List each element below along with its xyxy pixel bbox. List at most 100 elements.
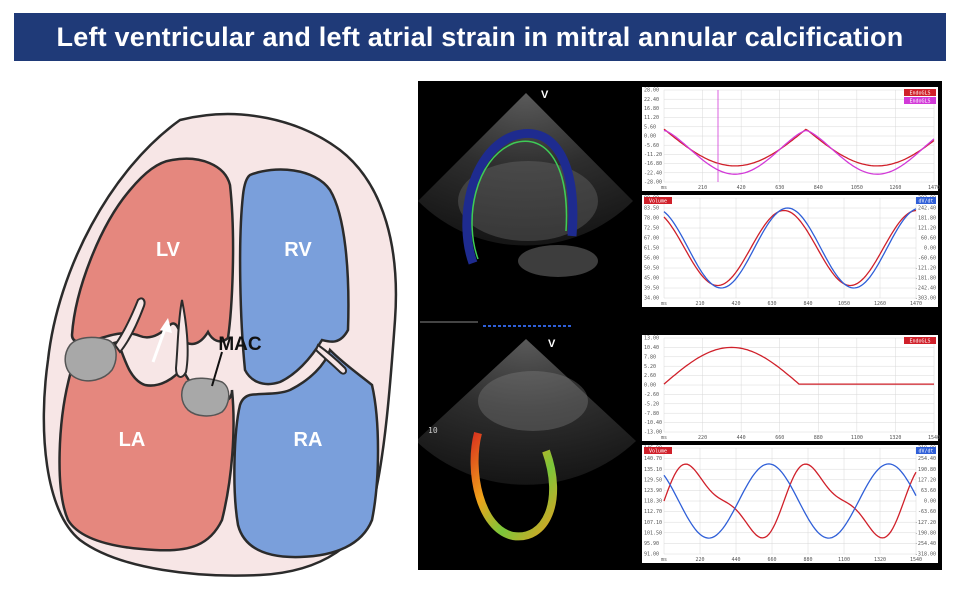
mac-calcification-right xyxy=(181,377,230,417)
echo-scan-divider xyxy=(420,321,573,327)
y-right-tick-label: 0.00 xyxy=(924,246,936,252)
legend-swatch xyxy=(904,97,936,104)
y-right-tick-label: -63.60 xyxy=(918,509,936,515)
x-tick-label: 1540 xyxy=(910,557,922,563)
y-tick-label: 72.50 xyxy=(644,226,659,232)
legend-label: EndoGLS xyxy=(909,338,930,344)
y-right-tick-label: -318.00 xyxy=(915,552,936,558)
y-tick-label: 45.00 xyxy=(644,276,659,282)
x-tick-label: 660 xyxy=(767,557,776,563)
x-tick-label: 210 xyxy=(695,301,704,307)
y-right-tick-label: 254.40 xyxy=(918,456,936,462)
y-tick-label: 67.00 xyxy=(644,236,659,242)
y-tick-label: -5.20 xyxy=(644,401,659,407)
x-tick-label: 1320 xyxy=(874,557,886,563)
series-line xyxy=(663,463,917,539)
label-mac: MAC xyxy=(218,334,262,355)
heart-diagram: LV RV LA RA MAC xyxy=(42,112,398,577)
page-title: Left ventricular and left atrial strain … xyxy=(56,21,904,52)
y-right-tick-label: -60.60 xyxy=(918,256,936,262)
mac-pointer-line xyxy=(211,351,223,387)
y-tick-label: 34.00 xyxy=(644,296,659,302)
legend-swatch xyxy=(644,197,672,204)
y-tick-label: 112.70 xyxy=(644,509,662,515)
y-tick-label: 83.50 xyxy=(644,206,659,212)
x-tick-label: ms xyxy=(661,557,667,563)
legend-swatch xyxy=(904,337,936,344)
y-tick-label: -22.40 xyxy=(644,170,662,176)
y-tick-label: 0.00 xyxy=(644,383,656,389)
x-tick-label: 1050 xyxy=(838,301,850,307)
y-tick-label: 61.50 xyxy=(644,246,659,252)
y-tick-label: 78.00 xyxy=(644,216,659,222)
x-tick-label: 880 xyxy=(803,557,812,563)
y-tick-label: -13.00 xyxy=(644,430,662,436)
strain-chart-top: 28.00 22.40 16.80 11.20 5.60 0.00 -5.60 -11.20 -… xyxy=(642,87,940,191)
y-tick-label: 135.10 xyxy=(644,467,662,473)
x-tick-label: 440 xyxy=(731,557,740,563)
volume-chart-bottom-frame xyxy=(642,445,938,563)
y-tick-label: 22.40 xyxy=(644,97,659,103)
label-ra: RA xyxy=(294,429,323,451)
legend-label: Volume xyxy=(649,198,667,204)
legend-label: EndoGLS xyxy=(909,98,930,104)
x-tick-label: 210 xyxy=(698,185,707,191)
la-endo-trace-bottom xyxy=(470,431,558,541)
echo-marker-bottom: V xyxy=(548,338,556,350)
y-right-tick-label: 127.20 xyxy=(918,477,936,483)
x-tick-label: 840 xyxy=(803,301,812,307)
x-tick-label: 420 xyxy=(731,301,740,307)
y-tick-label: 101.50 xyxy=(644,530,662,536)
y-right-tick-label: 242.40 xyxy=(918,206,936,212)
y-right-tick-label: -242.40 xyxy=(915,286,936,292)
y-tick-label: 56.00 xyxy=(644,256,659,262)
x-tick-label: 630 xyxy=(775,185,784,191)
y-tick-label: 140.70 xyxy=(644,456,662,462)
lv-endo-trace-top xyxy=(462,129,578,265)
volume-chart-top: 89.00303.0083.50242.4078.00181.8072.5012… xyxy=(642,195,938,307)
rv-chamber xyxy=(238,168,350,386)
strain-chart-bottom: 13.00 10.40 7.80 5.20 2.60 0.00 -2.60 -5.20 -7.8… xyxy=(642,335,940,441)
x-tick-label: 220 xyxy=(695,557,704,563)
y-tick-label: 91.00 xyxy=(644,552,659,558)
x-tick-label: 440 xyxy=(737,435,746,441)
legend-label: dV/dt xyxy=(918,198,933,204)
legend-label: EndoGLS xyxy=(909,90,930,96)
strain-chart-bottom-frame xyxy=(642,335,938,441)
x-tick-label: 1100 xyxy=(851,435,863,441)
y-tick-label: 123.90 xyxy=(644,488,662,494)
x-tick-label: ms xyxy=(661,301,667,307)
legend-label: dV/dt xyxy=(918,448,933,454)
y-tick-label: 107.10 xyxy=(644,520,662,526)
y-tick-label: 16.80 xyxy=(644,106,659,112)
strain-chart-top-frame xyxy=(642,87,938,191)
x-tick-label: 420 xyxy=(737,185,746,191)
y-tick-label: 7.80 xyxy=(644,354,656,360)
x-tick-label: 1540 xyxy=(928,435,940,441)
x-tick-label: 1470 xyxy=(928,185,940,191)
y-tick-label: -11.20 xyxy=(644,152,662,158)
series-line xyxy=(663,207,917,289)
echo-image-top: V xyxy=(418,89,633,277)
y-right-tick-label: -127.20 xyxy=(915,520,936,526)
x-tick-label: 660 xyxy=(775,435,784,441)
y-tick-label: 39.50 xyxy=(644,286,659,292)
y-tick-label: 5.60 xyxy=(644,124,656,130)
y-tick-label: -16.80 xyxy=(644,161,662,167)
lv-chamber xyxy=(70,157,235,346)
flow-arrow-icon xyxy=(151,318,172,363)
y-tick-label: -7.80 xyxy=(644,411,659,417)
volume-chart-top-frame xyxy=(642,195,938,307)
echo-image-bottom: V 10 xyxy=(418,338,636,541)
y-tick-label: -5.60 xyxy=(644,143,659,149)
mitral-anterior-leaflet xyxy=(174,299,189,378)
legend-swatch xyxy=(904,89,936,96)
y-right-tick-label: -303.00 xyxy=(915,296,936,302)
x-tick-label: 1260 xyxy=(889,185,901,191)
legend-swatch xyxy=(644,447,672,454)
x-tick-label: 1260 xyxy=(874,301,886,307)
series-line xyxy=(663,209,917,287)
tricuspid-leaflet xyxy=(314,343,348,375)
y-right-tick-label: -190.80 xyxy=(915,530,936,536)
y-tick-label: -10.40 xyxy=(644,420,662,426)
